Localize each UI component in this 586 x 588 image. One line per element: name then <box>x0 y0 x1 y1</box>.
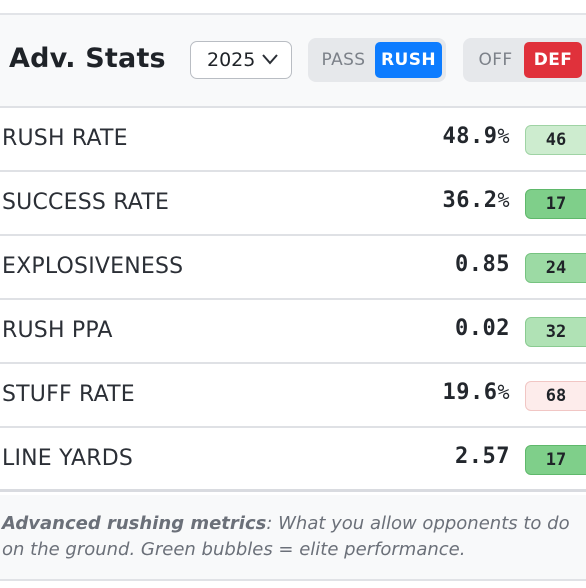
stats-header: Adv. Stats 2025 PASS RUSH OFF DEF <box>0 15 586 108</box>
rank-badge: 68 <box>525 381 586 411</box>
stat-label: LINE YARDS <box>2 446 134 471</box>
stat-value: 48.9% <box>442 124 510 149</box>
stat-row: SUCCESS RATE 36.2% 17 <box>0 172 586 236</box>
stat-label: EXPLOSIVENESS <box>2 254 184 279</box>
year-select[interactable]: 2025 <box>190 41 292 79</box>
stats-list: RUSH RATE 48.9% 46 SUCCESS RATE 36.2% 17… <box>0 108 586 492</box>
play-type-toggle: PASS RUSH <box>308 38 446 82</box>
stat-label: STUFF RATE <box>2 382 135 407</box>
stat-row: LINE YARDS 2.57 17 <box>0 428 586 492</box>
stat-row: RUSH PPA 0.02 32 <box>0 300 586 364</box>
chevron-down-icon <box>262 54 278 65</box>
page-title: Adv. Stats <box>9 43 166 74</box>
footnote-lead: Advanced rushing metrics <box>2 513 267 534</box>
rank-badge: 24 <box>525 253 586 283</box>
pass-button[interactable]: PASS <box>321 50 366 70</box>
rank-badge: 17 <box>525 189 586 219</box>
def-button[interactable]: DEF <box>524 42 582 78</box>
off-button[interactable]: OFF <box>478 50 513 70</box>
side-toggle: OFF DEF <box>463 38 586 82</box>
stat-value: 2.57 <box>455 444 510 469</box>
rank-badge: 32 <box>525 317 586 347</box>
year-value: 2025 <box>207 49 256 71</box>
stat-row: EXPLOSIVENESS 0.85 24 <box>0 236 586 300</box>
stat-label: RUSH PPA <box>2 318 113 343</box>
stat-row: STUFF RATE 19.6% 68 <box>0 364 586 428</box>
stat-value: 0.85 <box>455 252 510 277</box>
stat-value: 19.6% <box>442 380 510 405</box>
rank-badge: 46 <box>525 125 586 155</box>
stat-value: 0.02 <box>455 316 510 341</box>
footnote-text: Advanced rushing metrics: What you allow… <box>2 513 570 560</box>
stat-row: RUSH RATE 48.9% 46 <box>0 108 586 172</box>
stat-label: RUSH RATE <box>2 126 128 151</box>
rank-badge: 17 <box>525 445 586 475</box>
stat-label: SUCCESS RATE <box>2 190 170 215</box>
stat-value: 36.2% <box>442 188 510 213</box>
top-divider <box>0 13 586 15</box>
rush-button[interactable]: RUSH <box>375 42 442 78</box>
stats-footnote: Advanced rushing metrics: What you allow… <box>0 495 586 581</box>
